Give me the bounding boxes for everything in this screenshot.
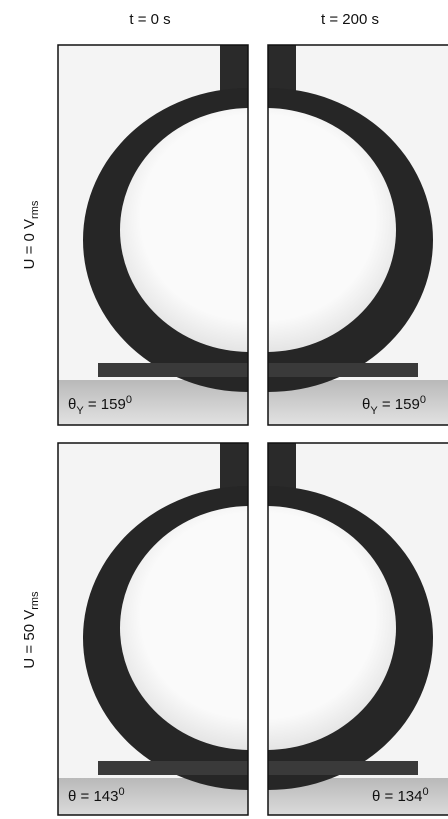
row-label: U = 50 Vrms [21,591,41,669]
column-header: t = 0 s [129,11,170,28]
figure: t = 0 s t = 200 s θY = 1590 θY = 1590 θ … [0,0,448,819]
angle-label: θ = 1340 [372,786,429,805]
angle-label: θ = 1430 [68,786,125,805]
row-label: U = 0 Vrms [21,200,41,269]
column-header: t = 200 s [321,11,379,28]
